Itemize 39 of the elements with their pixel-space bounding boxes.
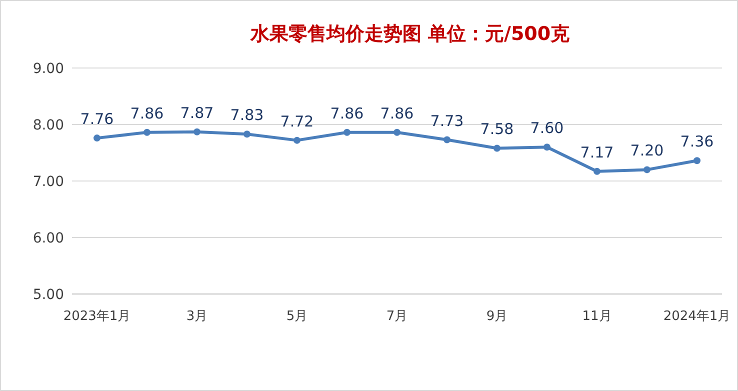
title: 水果零售均价走势图 单位：元/500克: [250, 23, 570, 45]
x-tick-label: 7月: [386, 309, 408, 324]
y-tick-label: 6.00: [32, 230, 64, 246]
y-tick-label: 7.00: [32, 174, 64, 190]
point: [444, 136, 450, 144]
point: [144, 128, 150, 136]
data-label: 7.60: [530, 119, 564, 138]
point: [644, 166, 650, 174]
data-label: 7.86: [380, 104, 414, 122]
x-tick-label: 5月: [286, 309, 308, 324]
point: [194, 128, 200, 136]
x-tick-label: 2024年1月: [663, 309, 731, 324]
data-label: 7.73: [430, 112, 464, 130]
x-tick-label: 3月: [186, 309, 208, 324]
x-tick-label: 11月: [582, 309, 612, 324]
point: [244, 130, 250, 138]
point: [294, 136, 300, 144]
point: [344, 128, 350, 136]
data-label: 7.20: [630, 142, 664, 160]
data-label: 7.86: [130, 104, 164, 122]
point: [494, 144, 500, 152]
y-tick-label: 8.00: [32, 118, 64, 134]
data-label: 7.17: [580, 143, 614, 162]
point: [544, 144, 550, 151]
x-tick-label: 2023年1月: [63, 309, 131, 324]
y-tick-label: 5.00: [32, 287, 64, 303]
point: [694, 157, 700, 164]
data-label: 7.83: [230, 106, 264, 124]
point: [94, 134, 100, 142]
data-label: 7.76: [80, 110, 114, 128]
data-label: 7.86: [330, 104, 364, 122]
data-label: 7.72: [280, 112, 314, 130]
y-tick-label: 9.00: [32, 61, 64, 77]
data-label: 7.58: [480, 120, 514, 138]
data-label: 7.36: [680, 132, 714, 151]
point: [394, 128, 400, 136]
data-label: 7.87: [180, 104, 214, 122]
x-tick-label: 9月: [486, 309, 508, 324]
point: [594, 168, 600, 175]
